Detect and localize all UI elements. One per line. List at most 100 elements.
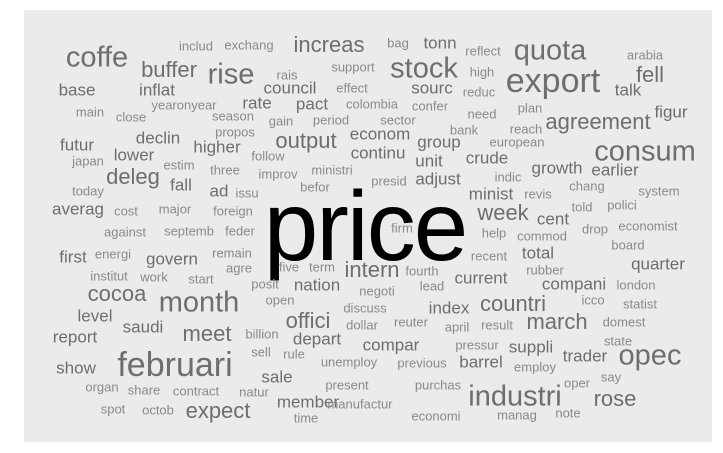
cloud-word-econom: econom — [349, 124, 411, 144]
cloud-word-octob: octob — [142, 402, 174, 418]
cloud-word-export: export — [505, 62, 601, 100]
cloud-word-member: member — [276, 392, 340, 412]
cloud-word-drop: drop — [581, 221, 609, 237]
cloud-word-buffer: buffer — [141, 57, 197, 82]
cloud-word-bag: bag — [387, 35, 409, 51]
cloud-word-declin: declin — [135, 128, 181, 148]
cloud-word-present: present — [325, 377, 369, 393]
cloud-word-sale: sale — [261, 367, 293, 387]
cloud-word-sourc: sourc — [411, 78, 453, 98]
cloud-word-report: report — [52, 327, 98, 347]
cloud-word-system: system — [638, 183, 680, 199]
cloud-word-season: season — [212, 108, 254, 124]
cloud-word-purchas: purchas — [414, 377, 462, 393]
cloud-word-say: say — [600, 369, 622, 385]
cloud-word-energi: energi — [94, 246, 132, 262]
cloud-word-london: london — [616, 277, 656, 293]
cloud-word-cocoa: cocoa — [87, 281, 147, 306]
cloud-word-consum: consum — [594, 135, 696, 168]
cloud-word-told: told — [571, 199, 593, 215]
cloud-word-chang: chang — [569, 178, 605, 194]
cloud-word-yearonyear: yearonyear — [151, 97, 217, 113]
cloud-word-time: time — [293, 410, 319, 426]
cloud-word-lead: lead — [419, 278, 445, 294]
cloud-word-open: open — [265, 292, 295, 308]
cloud-word-talk: talk — [614, 80, 642, 100]
word-cloud: price export februari coffe stock rise quota mo… — [24, 10, 712, 442]
cloud-word-april: april — [444, 319, 470, 335]
cloud-word-work: work — [140, 269, 168, 285]
cloud-word-adjust: adjust — [415, 169, 461, 189]
cloud-word-need: need — [467, 106, 497, 122]
cloud-word-follow: follow — [251, 148, 285, 164]
cloud-word-earlier: earlier — [591, 160, 639, 180]
cloud-word-japan: japan — [72, 153, 104, 169]
cloud-word-reduc: reduc — [462, 84, 496, 100]
cloud-word-barrel: barrel — [459, 352, 503, 372]
cloud-word-main: main — [75, 104, 105, 120]
cloud-word-minist: minist — [468, 184, 514, 204]
cloud-word-countri: countri — [479, 291, 547, 316]
cloud-word-offici: offici — [285, 308, 331, 333]
cloud-word-includ: includ — [179, 38, 213, 54]
cloud-word-three: three — [210, 162, 240, 178]
cloud-word-rate: rate — [242, 93, 272, 113]
cloud-word-start: start — [188, 271, 214, 287]
cloud-word-group: group — [417, 132, 461, 152]
cloud-word-rais: rais — [276, 67, 298, 83]
cloud-word-crude: crude — [465, 148, 509, 168]
cloud-word-cost: cost — [114, 203, 138, 219]
cloud-word-polici: polici — [607, 197, 637, 213]
cloud-word-unit: unit — [415, 151, 443, 171]
cloud-word-level: level — [77, 306, 113, 326]
cloud-word-help: help — [481, 225, 507, 241]
cloud-word-befor: befor — [300, 179, 330, 195]
cloud-word-colombia: colombia — [345, 96, 399, 112]
cloud-word-recent: recent — [470, 248, 508, 264]
cloud-word-natur: natur — [239, 384, 269, 400]
cloud-word-lower: lower — [113, 145, 155, 165]
cloud-word-previous: previous — [397, 355, 447, 371]
cloud-word-rise: rise — [207, 58, 255, 91]
cloud-word-opec: opec — [618, 339, 682, 372]
cloud-word-today: today — [72, 183, 104, 199]
cloud-word-negoti: negoti — [359, 283, 395, 299]
cloud-word-futur: futur — [59, 135, 95, 155]
cloud-word-issu: issu — [235, 185, 259, 201]
cloud-word-agreement: agreement — [545, 109, 651, 134]
cloud-word-higher: higher — [193, 137, 241, 157]
cloud-word-agre: agre — [225, 260, 253, 276]
cloud-word-arabia: arabia — [626, 47, 664, 63]
cloud-word-sell: sell — [251, 344, 271, 360]
cloud-word-result: result — [481, 317, 513, 333]
cloud-word-discuss: discuss — [343, 300, 387, 316]
cloud-word-spot: spot — [100, 401, 126, 417]
cloud-word-meet: meet — [182, 321, 232, 346]
cloud-word-feder: feder — [225, 223, 255, 239]
cloud-word-ad: ad — [209, 181, 229, 201]
cloud-word-fell: fell — [635, 62, 665, 87]
cloud-word-contract: contract — [172, 383, 220, 399]
cloud-word-remain: remain — [212, 245, 252, 261]
cloud-word-price: price — [263, 171, 468, 281]
cloud-word-growth: growth — [531, 158, 583, 178]
cloud-word-european: european — [489, 134, 545, 150]
cloud-word-rule: rule — [283, 346, 305, 362]
cloud-word-cent: cent — [536, 209, 570, 229]
cloud-word-quarter: quarter — [631, 254, 685, 274]
cloud-word-figur: figur — [654, 102, 688, 122]
cloud-word-icco: icco — [581, 292, 605, 308]
cloud-word-reuter: reuter — [394, 314, 428, 330]
cloud-word-compar: compar — [362, 335, 420, 355]
cloud-word-gain: gain — [268, 113, 294, 129]
cloud-word-stock: stock — [390, 52, 458, 85]
cloud-word-commod: commod — [517, 228, 567, 244]
cloud-word-manufactur: manufactur — [327, 396, 393, 412]
cloud-word-deleg: deleg — [106, 164, 160, 189]
cloud-word-bank: bank — [449, 122, 479, 138]
cloud-word-march: march — [526, 309, 588, 334]
cloud-word-domest: domest — [602, 314, 646, 330]
cloud-word-statist: statist — [623, 296, 657, 312]
cloud-word-depart: depart — [292, 329, 342, 349]
cloud-word-economist: economist — [618, 218, 678, 234]
